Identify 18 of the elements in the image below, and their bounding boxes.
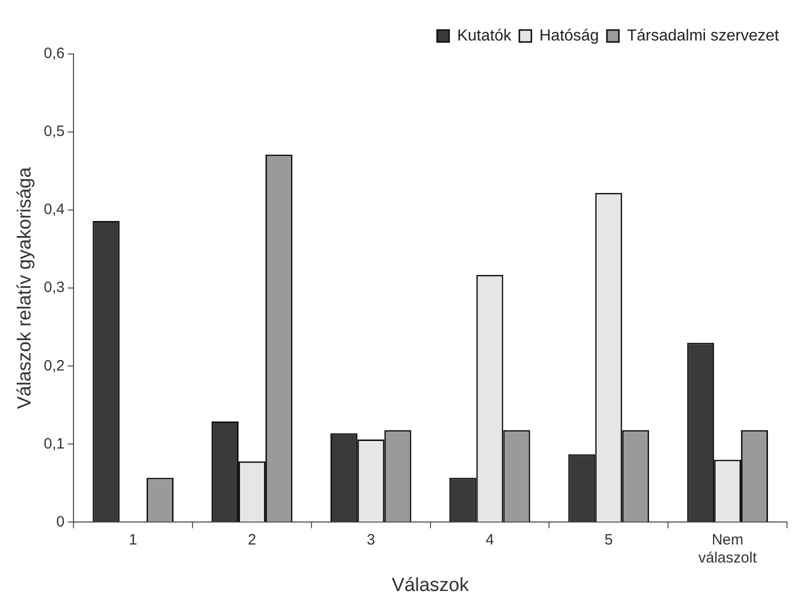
x-axis-title: Válaszok [392,574,470,596]
x-tick-label: 1 [128,531,138,548]
x-tick-label: 2 [248,531,256,548]
x-tick-label: 3 [366,531,376,548]
legend-label: Hatóság [539,27,599,44]
legend-label: Társadalmi szervezet [626,27,780,44]
y-axis-title: Válaszok relatív gyakorisága [14,166,36,410]
y-tick-label: 0 [56,513,65,530]
y-tick-label: 0,6 [44,45,65,62]
y-tick-label: 0,2 [44,357,65,374]
x-tick-label: Nem válaszolt [698,531,758,566]
y-tick-label: 0,3 [44,279,65,296]
x-tick-label: 4 [486,531,494,548]
y-tick-label: 0,5 [44,123,65,140]
y-tick-label: 0,1 [44,435,65,452]
y-tick-label: 0,4 [44,201,65,218]
x-tick-label: 5 [604,531,613,548]
legend-label: Kutatók [457,27,512,44]
